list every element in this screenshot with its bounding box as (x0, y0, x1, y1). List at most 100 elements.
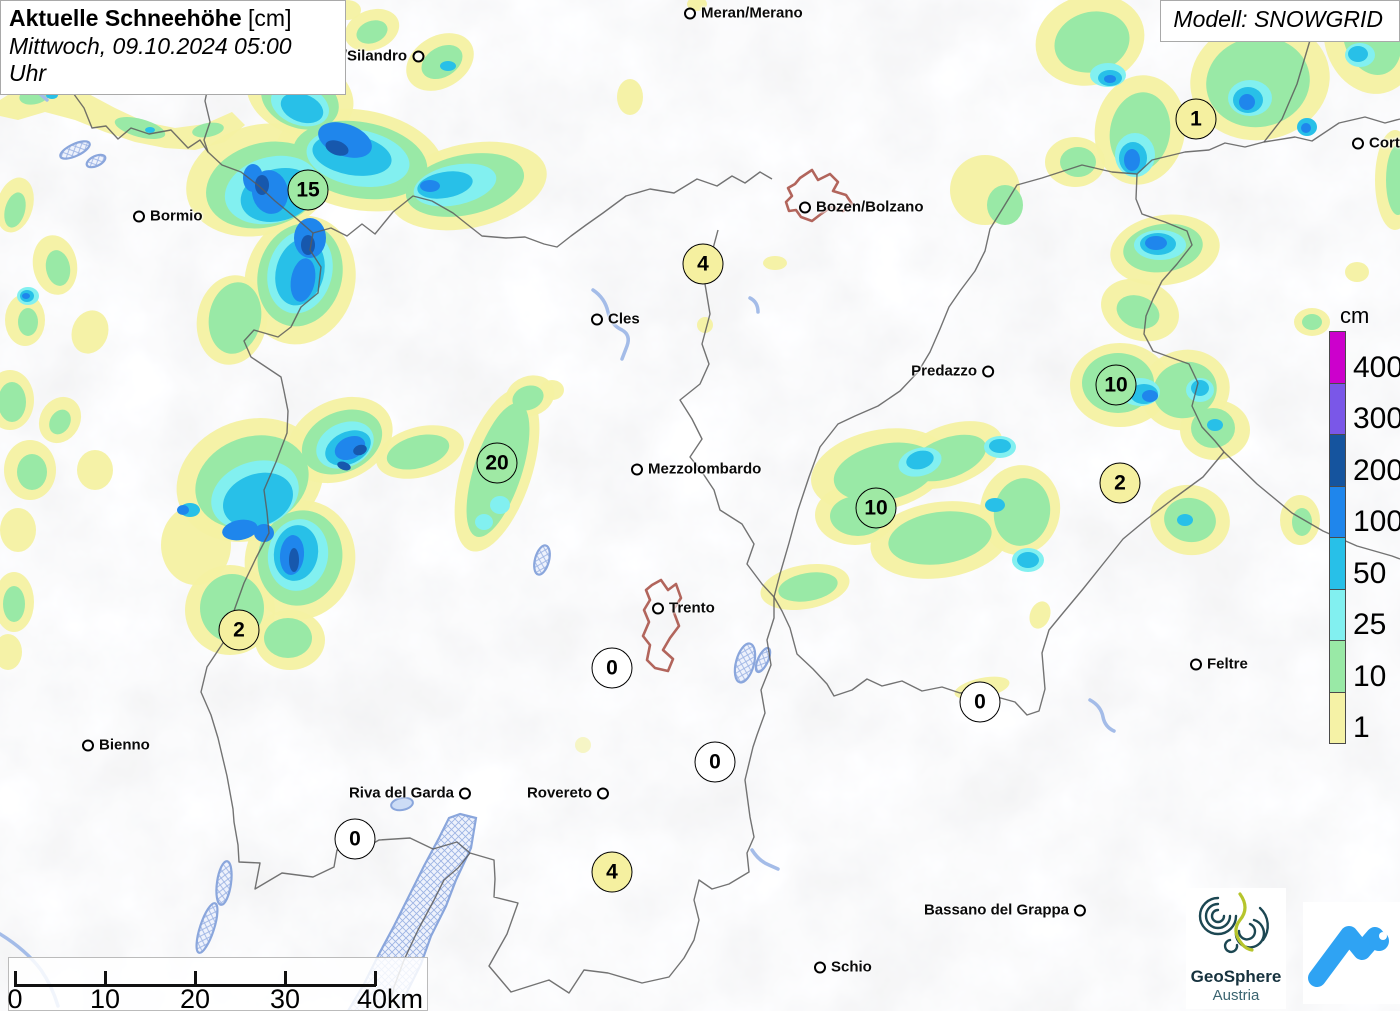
city-bienno: Bienno (82, 737, 150, 754)
legend-color-50: 50 (1329, 537, 1386, 590)
legend-tick-label: 100 (1353, 505, 1400, 538)
city-label: Bienno (99, 736, 150, 754)
scale-tick (374, 971, 377, 986)
legend-color-200: 200 (1329, 434, 1400, 487)
city-label: Predazzo (911, 362, 977, 380)
legend-color-1: 1 (1329, 691, 1370, 744)
city-trento: Trento (652, 600, 715, 617)
legend-tick-label: 50 (1353, 556, 1387, 590)
map-datetime: Mittwoch, 09.10.2024 05:00 Uhr (9, 32, 292, 87)
city-marker-icon (412, 50, 424, 62)
city-bassano-del-grappa: Bassano del Grappa (924, 902, 1086, 919)
bozen-boundary (784, 168, 854, 223)
snow-layer-200cm (255, 140, 367, 572)
snow-value-badge-0: 0 (591, 647, 633, 689)
scale-label: 0 (7, 984, 23, 1011)
snow-value-badge-2: 2 (1099, 462, 1141, 504)
city-marker-icon (82, 739, 94, 751)
snow-value-badge-0: 0 (334, 818, 376, 860)
city-marker-icon (684, 7, 696, 19)
city-label: Mezzolombardo (648, 460, 762, 478)
city-label: Feltre (1207, 655, 1248, 673)
city-marker-icon (459, 787, 471, 799)
geosphere-logo-text: GeoSphere (1190, 967, 1282, 986)
city-label: Cles (608, 310, 640, 328)
city-label: Bozen/Bolzano (816, 198, 924, 216)
geosphere-logo-subtext: Austria (1212, 987, 1260, 1004)
city-label: Riva del Garda (348, 784, 454, 802)
city-meran-merano: Meran/Merano (684, 5, 803, 22)
city-marker-icon (1352, 137, 1364, 149)
snow-value-badge-0: 0 (959, 681, 1001, 723)
legend-color-400: 400 (1329, 331, 1400, 384)
city-label: s/Silandro (334, 47, 407, 65)
snow-value-badge-4: 4 (682, 243, 724, 285)
city-bormio: Bormio (133, 208, 203, 225)
city-marker-icon (631, 463, 643, 475)
city-label: Bormio (150, 207, 203, 225)
city-label: Trento (669, 599, 715, 617)
snow-value-badge-0: 0 (694, 741, 736, 783)
city-cles: Cles (591, 311, 640, 328)
map-title: Aktuelle Schneehöhe [cm] (9, 5, 335, 33)
city-bozen-bolzano: Bozen/Bolzano (799, 199, 924, 216)
map-title-text: Aktuelle Schneehöhe (9, 5, 242, 31)
snow-value-badge-4: 4 (591, 851, 633, 893)
legend-tick-label: 300 (1353, 402, 1400, 435)
snow-value-badge-2: 2 (218, 609, 260, 651)
city-label: Meran/Merano (701, 4, 803, 22)
city-marker-icon (133, 210, 145, 222)
legend-color-100: 100 (1329, 485, 1400, 538)
legend-tick-label: 1 (1353, 711, 1370, 744)
city-marker-icon (982, 365, 994, 377)
city-marker-icon (591, 313, 603, 325)
legend-color-25: 25 (1329, 588, 1386, 641)
snow-value-badge-20: 20 (476, 442, 518, 484)
city-marker-icon (1074, 904, 1086, 916)
scale-tick (14, 971, 17, 986)
city-marker-icon (1190, 658, 1202, 670)
snow-value-badge-15: 15 (287, 169, 329, 211)
snow-value-badge-10: 10 (855, 487, 897, 529)
city-schio: Schio (814, 959, 872, 976)
scale-tick (284, 971, 287, 986)
scale-tick (104, 971, 107, 986)
scale-tick (194, 971, 197, 986)
city-label: Rovereto (526, 784, 592, 802)
city-riva-del-garda: Riva del Garda (349, 785, 471, 802)
city-boundaries (641, 168, 854, 673)
trento-boundary (641, 578, 683, 673)
city-label: Schio (831, 958, 872, 976)
geosphere-logo: GeoSphere Austria (1186, 888, 1286, 1009)
model-label: Modell: SNOWGRID (1160, 0, 1400, 42)
legend-color-300: 300 (1329, 382, 1400, 435)
scale-label: 40km (356, 984, 424, 1011)
city-mezzolombardo: Mezzolombardo (631, 461, 761, 478)
avalanche-report-logo (1303, 902, 1400, 1004)
city-feltre: Feltre (1190, 656, 1248, 673)
legend-tick-label: 400 (1353, 350, 1400, 384)
title-box: Aktuelle Schneehöhe [cm] Mittwoch, 09.10… (0, 0, 346, 95)
city-cortina: Cortina (1352, 135, 1400, 152)
map-title-unit: [cm] (248, 5, 292, 31)
scale-label: 30 (269, 984, 301, 1011)
snow-value-badge-10: 10 (1095, 364, 1137, 406)
city-label: Bassano del Grappa (923, 901, 1069, 919)
geosphere-contour-icon (1198, 892, 1269, 954)
city-label: Cortina (1369, 134, 1400, 152)
legend-tick-label: 200 (1353, 453, 1400, 487)
legend-tick-label: 10 (1353, 659, 1387, 693)
city-marker-icon (799, 201, 811, 213)
snow-value-badge-1: 1 (1175, 98, 1217, 140)
legend-colorbar: 400 300 200 100 50 25 10 1 (1329, 331, 1400, 744)
city-marker-icon (652, 602, 664, 614)
legend-unit-label: cm (1340, 303, 1370, 328)
legend-tick-label: 25 (1353, 608, 1387, 641)
city-s-silandro: s/Silandro (334, 48, 424, 65)
scale-label: 10 (89, 984, 121, 1011)
scale-bar: 0 10 20 30 40km (7, 957, 428, 1011)
city-marker-icon (597, 787, 609, 799)
